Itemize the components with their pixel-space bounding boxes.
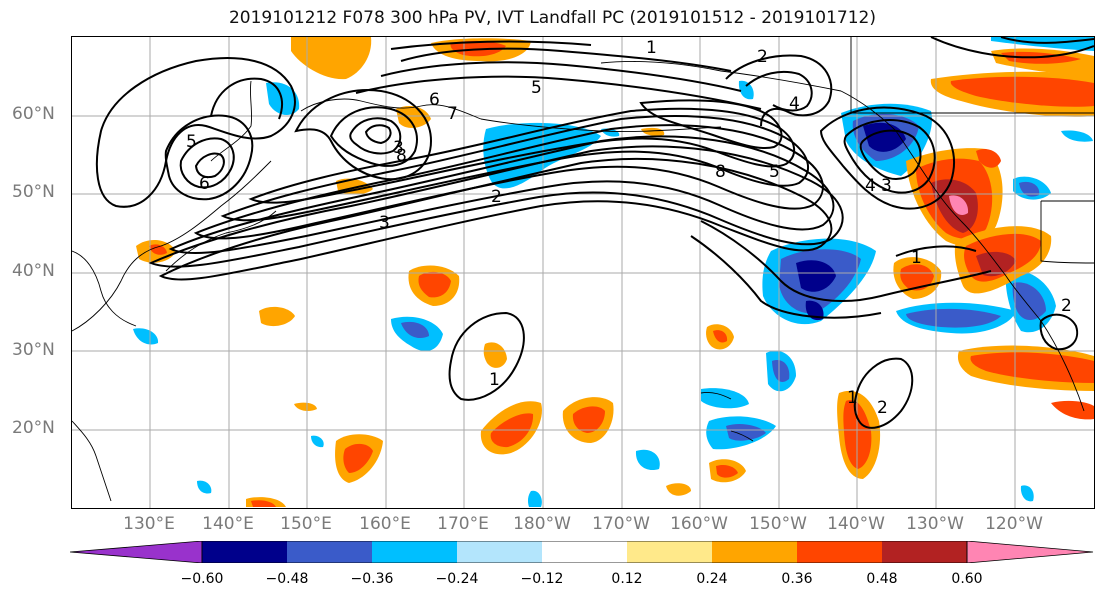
contour-label: 1 — [489, 370, 500, 390]
map-canvas: 2 4 5 3 8 5 6 7 8 5 4 3 2 1 1 2 1 2 1 3 … — [72, 37, 1094, 508]
contour-label: 2 — [877, 398, 888, 418]
contour-label: 7 — [447, 104, 458, 124]
contour-label: 8 — [715, 162, 726, 182]
contour-label: 1 — [646, 38, 657, 58]
contour-label: 6 — [199, 174, 210, 194]
map-title: 2019101212 F078 300 hPa PV, IVT Landfall… — [228, 8, 876, 28]
colorbar-tick: 0.24 — [696, 571, 728, 587]
pv-contours — [95, 37, 1094, 429]
colorbar-tick: 0.36 — [781, 571, 813, 587]
negative-pc-shading — [133, 80, 1093, 507]
contour-label: 2 — [757, 47, 768, 67]
colorbar-bin — [202, 541, 287, 563]
lon-label-120w: 120°W — [985, 514, 1043, 534]
contour-label: 5 — [531, 78, 542, 98]
colorbar — [69, 540, 1095, 567]
lon-label-170e: 170°E — [437, 514, 489, 534]
colorbar-bin — [882, 541, 967, 563]
contour-label: 3 — [393, 138, 404, 158]
contour-label: 8 — [396, 146, 407, 166]
colorbar-tick: −0.48 — [265, 571, 309, 587]
lon-label-140e: 140°E — [202, 514, 254, 534]
contour-label-group: 2 4 5 3 8 5 6 7 8 5 4 3 2 1 1 2 1 2 1 3 … — [186, 38, 1072, 418]
colorbar-bin — [372, 541, 457, 563]
map-panel: 2 4 5 3 8 5 6 7 8 5 4 3 2 1 1 2 1 2 1 3 … — [71, 36, 1095, 509]
colorbar-bin — [542, 541, 627, 563]
colorbar-bin — [69, 540, 203, 564]
contour-label: 1 — [911, 248, 922, 268]
contour-label: 4 — [789, 94, 800, 114]
lon-label-150w: 150°W — [749, 514, 807, 534]
contour-label: 4 — [865, 176, 876, 196]
lon-label-140w: 140°W — [827, 514, 885, 534]
lon-label-170w: 170°W — [592, 514, 650, 534]
contour-label: 3 — [379, 213, 390, 233]
colorbar-bin — [966, 540, 1094, 564]
contour-label: 3 — [881, 176, 892, 196]
colorbar-tick: 0.48 — [866, 571, 898, 587]
lat-label-50n: 50°N — [12, 182, 55, 202]
lat-label-60n: 60°N — [12, 104, 55, 124]
lon-label-160w: 160°W — [670, 514, 728, 534]
lat-label-30n: 30°N — [12, 340, 55, 360]
contour-label: 5 — [186, 132, 197, 152]
contour-label: 2 — [491, 187, 502, 207]
colorbar-tick: −0.60 — [180, 571, 224, 587]
contour-label: 1 — [847, 388, 858, 408]
colorbar-tick: −0.24 — [435, 571, 479, 587]
colorbar-bin — [712, 541, 797, 563]
colorbar-bin — [457, 541, 542, 563]
colorbar-bin — [627, 541, 712, 563]
lon-label-160e: 160°E — [359, 514, 411, 534]
positive-pc-shading — [136, 37, 1094, 507]
contour-label: 2 — [1061, 296, 1072, 316]
lat-label-20n: 20°N — [12, 418, 55, 438]
lon-label-150e: 150°E — [280, 514, 332, 534]
colorbar-tick: 0.60 — [951, 571, 983, 587]
lon-label-180w: 180°W — [513, 514, 571, 534]
lon-label-130w: 130°W — [906, 514, 964, 534]
colorbar-svg — [69, 540, 1094, 564]
contour-label: 6 — [429, 90, 440, 110]
colorbar-tick: 0.12 — [611, 571, 643, 587]
colorbar-tick: −0.12 — [520, 571, 564, 587]
contour-label: 5 — [769, 162, 780, 182]
lon-label-130e: 130°E — [123, 514, 175, 534]
colorbar-tick: −0.36 — [350, 571, 394, 587]
lat-label-40n: 40°N — [12, 261, 55, 281]
colorbar-bin — [287, 541, 372, 563]
colorbar-bin — [797, 541, 882, 563]
